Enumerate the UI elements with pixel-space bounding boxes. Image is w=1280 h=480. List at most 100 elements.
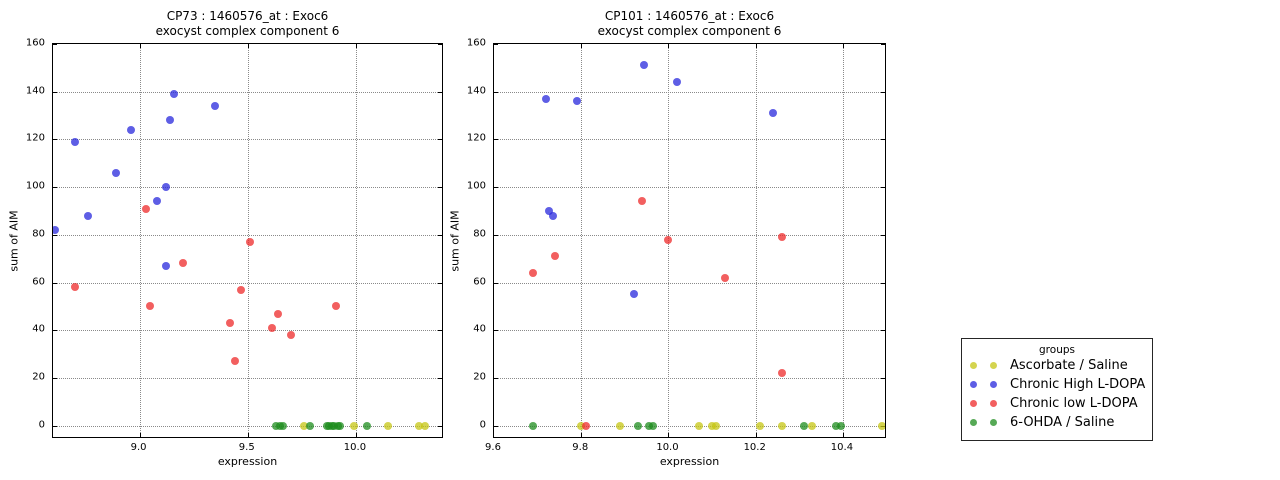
scatter-point <box>267 323 276 332</box>
scatter-point <box>161 183 170 192</box>
y-tick-mark <box>494 330 498 332</box>
y-tick-mark <box>494 425 498 427</box>
y-tick-mark <box>438 91 442 93</box>
y-gridline <box>53 377 442 379</box>
scatter-point <box>769 109 778 118</box>
y-gridline <box>494 91 885 93</box>
red-marker-icon <box>990 400 997 407</box>
x-gridline <box>355 44 357 437</box>
scatter-point <box>152 197 161 206</box>
y-tick-label: 0 <box>38 419 45 431</box>
scatter-point <box>572 97 581 106</box>
x-tick-mark <box>355 433 357 437</box>
green-marker-icon <box>970 419 977 426</box>
y-tick-mark <box>53 187 57 189</box>
scatter-point <box>332 302 341 311</box>
scatter-point <box>644 421 653 430</box>
y-gridline <box>53 91 442 93</box>
x-gridline <box>139 44 141 437</box>
y-tick-label: 0 <box>479 419 486 431</box>
y-tick-mark <box>53 234 57 236</box>
legend-item-label: Ascorbate / Saline <box>1010 358 1128 373</box>
scatter-point <box>237 285 246 294</box>
x-tick-mark <box>581 433 583 437</box>
y-tick-mark <box>438 377 442 379</box>
scatter-point <box>633 421 642 430</box>
scatter-point <box>165 116 174 125</box>
yellow-marker-icon <box>970 362 977 369</box>
scatter-point <box>640 61 649 70</box>
scatter-point <box>146 302 155 311</box>
y-tick-mark <box>881 44 885 45</box>
y-tick-mark <box>494 377 498 379</box>
x-tick-label: 9.8 <box>572 442 589 453</box>
legend-item: Chronic High L-DOPA <box>962 375 1152 394</box>
scatter-point <box>211 102 220 111</box>
green-marker-icon <box>990 419 997 426</box>
y-tick-mark <box>53 139 57 141</box>
y-tick-mark <box>53 377 57 379</box>
x-tick-label: 10.0 <box>343 442 367 453</box>
scatter-point <box>808 421 817 430</box>
scatter-point <box>529 268 538 277</box>
red-marker-icon <box>970 400 977 407</box>
scatter-point <box>777 369 786 378</box>
scatter-point <box>878 421 885 430</box>
y-tick-mark <box>881 234 885 236</box>
scatter-point <box>673 78 682 87</box>
scatter-point <box>629 290 638 299</box>
x-gridline <box>755 44 757 437</box>
scatter-point <box>414 421 423 430</box>
legend-title: groups <box>1039 344 1075 356</box>
x-tick-mark <box>755 44 757 48</box>
y-axis-label: sum of AIM <box>7 209 21 272</box>
plot-title-line2: exocyst complex component 6 <box>597 24 782 38</box>
scatter-point <box>111 168 120 177</box>
scatter-point <box>777 233 786 242</box>
scatter-point <box>161 261 170 270</box>
y-tick-mark <box>881 139 885 141</box>
plot-title-line1: CP101 : 1460576_at : Exoc6 <box>604 9 775 23</box>
scatter-point <box>836 421 845 430</box>
y-gridline <box>494 234 885 236</box>
y-tick-mark <box>881 91 885 93</box>
y-tick-mark <box>438 425 442 427</box>
y-gridline <box>53 139 442 141</box>
scatter-point <box>708 421 717 430</box>
y-gridline <box>53 330 442 332</box>
y-tick-label: 100 <box>466 180 486 192</box>
y-tick-label: 60 <box>32 276 45 288</box>
legend-items: Ascorbate / Saline Chronic High L-DOPA Chr… <box>962 356 1152 432</box>
y-tick-label: 160 <box>466 37 486 49</box>
x-tick-label: 10.0 <box>656 442 679 453</box>
y-tick-label: 160 <box>25 37 45 49</box>
x-tick-mark <box>139 433 141 437</box>
scatter-point <box>664 235 673 244</box>
y-tick-label: 80 <box>473 228 486 240</box>
y-tick-label: 120 <box>466 132 486 144</box>
scatter-point <box>649 421 658 430</box>
x-tick-mark <box>355 44 357 48</box>
scatter-point <box>384 421 393 430</box>
axes-area <box>493 43 886 438</box>
scatter-point <box>421 421 430 430</box>
scatter-point <box>349 421 358 430</box>
scatter-point <box>178 259 187 268</box>
scatter-point <box>616 421 625 430</box>
legend-item: Chronic low L-DOPA <box>962 394 1152 413</box>
legend-item-label: Chronic High L-DOPA <box>1010 377 1146 392</box>
x-tick-mark <box>247 44 249 48</box>
scatter-point <box>306 421 315 430</box>
y-tick-mark <box>494 282 498 284</box>
x-tick-label: 10.4 <box>830 442 854 453</box>
scatter-point <box>70 283 79 292</box>
scatter-point <box>721 273 730 282</box>
x-tick-mark <box>755 433 757 437</box>
scatter-point <box>777 421 786 430</box>
y-tick-mark <box>53 91 57 93</box>
x-tick-mark <box>842 433 844 437</box>
x-gridline <box>581 44 583 437</box>
scatter-point <box>274 309 283 318</box>
y-tick-label: 100 <box>25 180 45 192</box>
x-tick-label: 10.2 <box>743 442 766 453</box>
